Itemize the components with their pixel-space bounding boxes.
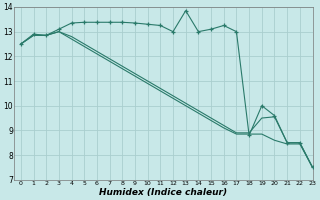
X-axis label: Humidex (Indice chaleur): Humidex (Indice chaleur) — [100, 188, 228, 197]
